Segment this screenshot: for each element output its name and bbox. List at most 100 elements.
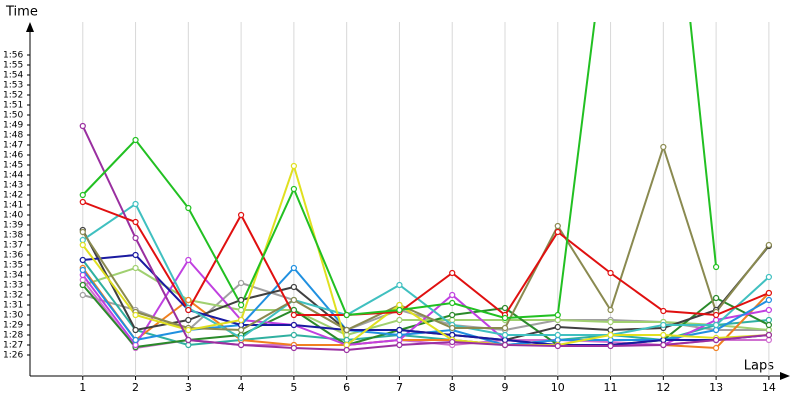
point bbox=[132, 326, 139, 334]
point bbox=[765, 306, 772, 314]
point bbox=[554, 342, 561, 350]
x-tick-label: 9 bbox=[502, 381, 509, 394]
y-tick-label: 1:41 bbox=[3, 201, 23, 211]
point bbox=[713, 316, 720, 324]
y-tick-label: 1:50 bbox=[3, 111, 23, 121]
point bbox=[79, 191, 86, 199]
point bbox=[238, 326, 245, 334]
point bbox=[554, 222, 561, 230]
series-line bbox=[82, 266, 769, 337]
point bbox=[607, 326, 614, 334]
point bbox=[79, 228, 86, 236]
y-tick-label: 1:26 bbox=[3, 351, 23, 361]
point bbox=[132, 234, 139, 242]
point bbox=[554, 228, 561, 236]
point bbox=[238, 321, 245, 329]
x-tick-label: 6 bbox=[343, 381, 350, 394]
series-line bbox=[82, 201, 770, 317]
point bbox=[501, 324, 509, 332]
y-tick-label: 1:31 bbox=[3, 301, 23, 311]
point bbox=[713, 336, 720, 344]
point bbox=[396, 326, 403, 334]
point bbox=[396, 306, 403, 314]
point bbox=[238, 316, 245, 324]
x-tick-label: 13 bbox=[709, 381, 723, 394]
point bbox=[713, 344, 720, 352]
y-axis-arrow bbox=[26, 22, 34, 32]
x-tick-label: 5 bbox=[290, 381, 297, 394]
point bbox=[185, 204, 192, 212]
point bbox=[554, 311, 561, 319]
x-tick-label: 4 bbox=[238, 381, 245, 394]
point bbox=[132, 200, 139, 208]
y-tick-label: 1:55 bbox=[3, 61, 23, 71]
y-tick-label: 1:27 bbox=[3, 341, 23, 351]
point bbox=[343, 326, 350, 334]
x-tick-label: 8 bbox=[449, 381, 456, 394]
y-tick-label: 1:49 bbox=[3, 121, 23, 131]
point bbox=[396, 341, 403, 349]
point bbox=[713, 321, 720, 329]
point bbox=[185, 326, 192, 334]
point bbox=[343, 341, 350, 349]
x-tick-label: 14 bbox=[762, 381, 776, 394]
y-tick-label: 1:46 bbox=[3, 151, 23, 161]
y-tick-label: 1:54 bbox=[3, 71, 23, 81]
y-tick-label: 1:36 bbox=[3, 251, 23, 261]
plot-area bbox=[79, 22, 772, 354]
point bbox=[660, 307, 667, 315]
point bbox=[765, 289, 772, 297]
point bbox=[449, 299, 456, 307]
point bbox=[765, 321, 772, 329]
point bbox=[290, 344, 297, 352]
point bbox=[396, 336, 403, 344]
point bbox=[501, 336, 509, 344]
point bbox=[238, 296, 245, 304]
point bbox=[185, 306, 192, 314]
point bbox=[238, 301, 245, 309]
x-tick-label: 3 bbox=[185, 381, 192, 394]
point bbox=[607, 342, 614, 350]
point bbox=[607, 269, 614, 277]
point bbox=[185, 341, 192, 349]
point bbox=[554, 331, 561, 339]
y-axis-title: Time bbox=[5, 5, 38, 20]
point bbox=[765, 296, 772, 304]
point bbox=[290, 311, 297, 319]
y-tick-label: 1:43 bbox=[3, 181, 23, 191]
point bbox=[132, 251, 139, 259]
point bbox=[765, 316, 772, 324]
point bbox=[660, 336, 667, 344]
point bbox=[660, 341, 667, 349]
y-tick-label: 1:48 bbox=[3, 131, 23, 141]
point bbox=[501, 341, 509, 349]
point bbox=[607, 336, 614, 344]
y-tick-label: 1:53 bbox=[3, 81, 23, 91]
point bbox=[343, 311, 350, 319]
series-line bbox=[82, 202, 770, 340]
point bbox=[554, 316, 561, 324]
point bbox=[554, 323, 561, 331]
y-tick-label: 1:29 bbox=[3, 321, 23, 331]
y-tick-label: 1:33 bbox=[3, 281, 23, 291]
point bbox=[660, 321, 667, 329]
point bbox=[238, 306, 245, 314]
y-tick-label: 1:40 bbox=[3, 211, 23, 221]
point bbox=[660, 331, 667, 339]
point bbox=[501, 304, 509, 312]
point bbox=[765, 273, 772, 281]
x-axis-title: Laps bbox=[744, 359, 774, 374]
x-tick-label: 12 bbox=[656, 381, 670, 394]
point bbox=[132, 311, 139, 319]
point bbox=[290, 283, 297, 291]
y-tick-label: 1:30 bbox=[3, 311, 23, 321]
point bbox=[185, 296, 192, 304]
y-tick-label: 1:32 bbox=[3, 291, 23, 301]
point bbox=[765, 331, 772, 339]
point bbox=[607, 306, 614, 314]
point bbox=[290, 162, 297, 170]
point bbox=[713, 263, 720, 271]
y-tick-label: 1:44 bbox=[3, 171, 23, 181]
point bbox=[79, 256, 86, 264]
